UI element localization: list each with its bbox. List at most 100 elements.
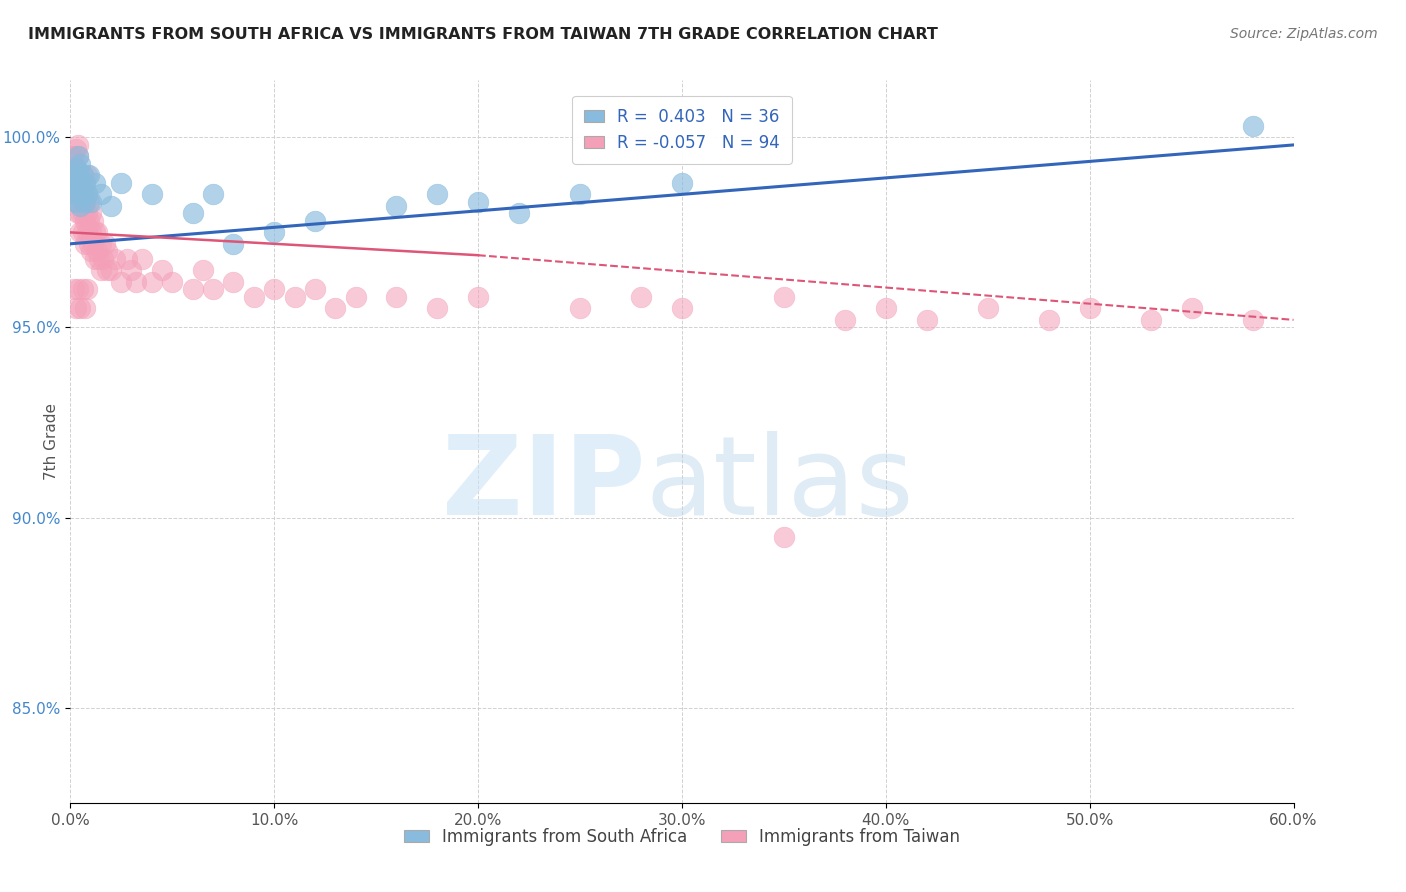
Point: [90, 236, 112, 251]
Point: [82, 236, 104, 251]
Point: [263, 282, 285, 296]
Point: [63, 282, 86, 296]
Point: [1241, 313, 1264, 327]
Point: [263, 226, 285, 240]
Point: [60, 169, 83, 183]
Point: [65, 194, 87, 209]
Point: [72, 282, 94, 296]
Point: [1078, 301, 1101, 316]
Point: [73, 301, 96, 316]
Point: [65, 161, 87, 175]
Point: [79, 194, 103, 209]
Point: [1038, 313, 1060, 327]
Point: [1241, 119, 1264, 133]
Point: [344, 290, 367, 304]
Point: [121, 263, 143, 277]
Point: [76, 187, 98, 202]
Point: [69, 226, 91, 240]
Point: [72, 187, 94, 202]
Point: [1139, 313, 1161, 327]
Point: [96, 244, 118, 259]
Point: [69, 157, 91, 171]
Point: [90, 187, 112, 202]
Point: [834, 313, 856, 327]
Point: [69, 169, 91, 183]
Point: [73, 236, 96, 251]
Point: [63, 187, 86, 202]
Point: [100, 263, 122, 277]
Point: [83, 226, 105, 240]
Point: [426, 301, 449, 316]
Point: [671, 176, 693, 190]
Point: [385, 199, 408, 213]
Point: [69, 206, 91, 220]
Point: [63, 169, 86, 183]
Point: [508, 206, 530, 220]
Point: [94, 236, 117, 251]
Point: [117, 252, 139, 266]
Point: [72, 226, 94, 240]
Point: [568, 301, 592, 316]
Point: [222, 275, 245, 289]
Point: [73, 176, 96, 190]
Point: [104, 252, 127, 266]
Point: [915, 313, 938, 327]
Point: [83, 176, 105, 190]
Point: [67, 169, 90, 183]
Point: [72, 206, 94, 220]
Point: [86, 226, 108, 240]
Point: [671, 301, 693, 316]
Point: [141, 187, 163, 202]
Point: [77, 194, 100, 209]
Point: [110, 176, 132, 190]
Point: [773, 530, 796, 544]
Point: [83, 252, 105, 266]
Point: [65, 176, 87, 190]
Point: [91, 252, 114, 266]
Y-axis label: 7th Grade: 7th Grade: [44, 403, 59, 480]
Point: [79, 244, 103, 259]
Point: [69, 187, 91, 202]
Point: [162, 275, 183, 289]
Point: [131, 252, 153, 266]
Point: [69, 199, 91, 213]
Point: [467, 194, 489, 209]
Point: [77, 214, 100, 228]
Point: [79, 206, 103, 220]
Point: [86, 244, 108, 259]
Point: [90, 263, 112, 277]
Point: [65, 176, 87, 190]
Point: [67, 187, 90, 202]
Point: [191, 263, 214, 277]
Point: [323, 301, 347, 316]
Point: [63, 149, 86, 163]
Point: [72, 169, 94, 183]
Point: [76, 282, 98, 296]
Point: [67, 206, 90, 220]
Text: ZIP: ZIP: [441, 432, 645, 539]
Point: [304, 214, 326, 228]
Text: Source: ZipAtlas.com: Source: ZipAtlas.com: [1230, 27, 1378, 41]
Point: [150, 263, 173, 277]
Point: [467, 290, 489, 304]
Point: [426, 187, 449, 202]
Point: [72, 187, 94, 202]
Point: [243, 290, 266, 304]
Point: [72, 169, 94, 183]
Text: atlas: atlas: [645, 432, 914, 539]
Point: [67, 169, 90, 183]
Point: [67, 149, 90, 163]
Point: [73, 194, 96, 209]
Point: [65, 142, 87, 156]
Point: [76, 169, 98, 183]
Point: [773, 290, 796, 304]
Point: [65, 161, 87, 175]
Point: [385, 290, 408, 304]
Point: [69, 176, 91, 190]
Point: [76, 206, 98, 220]
Point: [124, 275, 146, 289]
Point: [87, 252, 110, 266]
Point: [222, 236, 245, 251]
Point: [96, 263, 118, 277]
Point: [67, 149, 90, 163]
